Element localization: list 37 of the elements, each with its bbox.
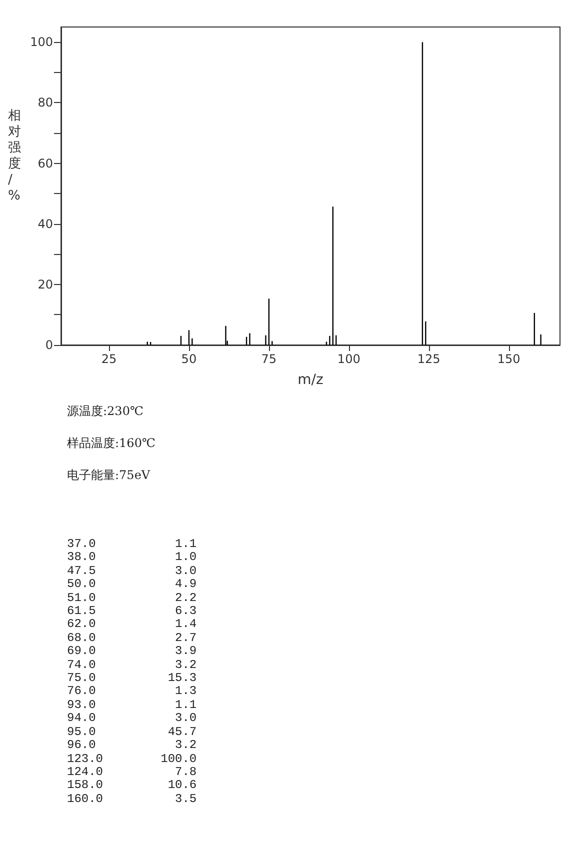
text: 61.5 6.3 xyxy=(67,604,197,618)
x-tick-label: 100 xyxy=(337,352,360,366)
y-tick-label: 60 xyxy=(38,156,53,170)
text: 124.0 7.8 xyxy=(67,764,197,780)
y-tick-label: 40 xyxy=(38,216,53,231)
text: 76.0 1.3 xyxy=(67,684,197,699)
text: 68.0 2.7 xyxy=(67,630,197,646)
x-axis-title: m/z xyxy=(298,372,324,388)
text: 源温度:230℃ xyxy=(67,403,144,420)
y-tick-label: 80 xyxy=(38,96,53,110)
x-tick-label: 75 xyxy=(261,352,277,366)
text: 50.0 4.9 xyxy=(67,577,197,592)
text: 电子能量:75eV xyxy=(67,467,152,484)
text: 样品温度:160℃ xyxy=(67,435,156,452)
x-tick-label: 125 xyxy=(417,352,440,366)
y-tick-label: 20 xyxy=(38,277,53,292)
y-axis-title: 相对强度/% xyxy=(8,108,21,204)
text: 95.0 45.7 xyxy=(67,724,197,740)
text: 74.0 3.2 xyxy=(67,658,197,672)
text: 62.0 1.4 xyxy=(67,617,197,632)
text: 123.0 100.0 xyxy=(67,752,197,766)
text: 93.0 1.1 xyxy=(67,698,197,712)
text: 69.0 3.9 xyxy=(67,644,197,659)
text: 160.0 3.5 xyxy=(67,792,197,806)
x-tick-label: 25 xyxy=(101,352,117,366)
x-tick-label: 50 xyxy=(181,352,197,366)
text: 47.5 3.0 xyxy=(67,564,197,578)
text: 96.0 3.2 xyxy=(67,738,197,752)
text: 94.0 3.0 xyxy=(67,711,197,726)
text: 75.0 15.3 xyxy=(67,671,197,686)
text: 38.0 1.0 xyxy=(67,550,197,565)
text: 51.0 2.2 xyxy=(67,590,197,606)
y-tick-label: 0 xyxy=(45,338,53,352)
y-tick-label: 100 xyxy=(30,35,53,50)
text: 37.0 1.1 xyxy=(67,537,197,552)
text: 158.0 10.6 xyxy=(67,778,197,793)
x-tick-label: 150 xyxy=(497,352,520,366)
